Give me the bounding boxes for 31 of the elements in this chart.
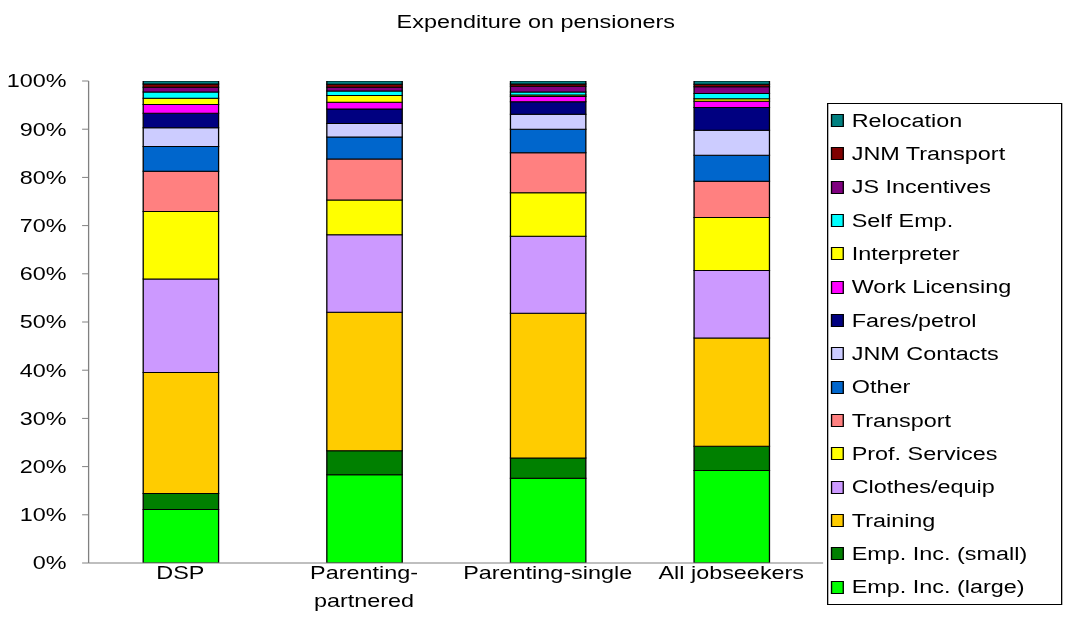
legend-label: Self Emp. [851, 210, 954, 231]
y-tick-label: 0% [32, 553, 67, 573]
legend-label: Training [851, 510, 936, 531]
legend-label: Clothes/equip [851, 477, 995, 498]
x-tick-label: All jobseekers [658, 562, 805, 583]
y-tick-label: 20% [19, 456, 67, 477]
legend-label: JNM Contacts [851, 343, 999, 364]
y-tick-label: 70% [19, 215, 67, 236]
y-tick-label: 50% [19, 312, 67, 332]
legend-label: Fares/petrol [851, 310, 977, 331]
legend-label: Emp. Inc. (large) [851, 577, 1025, 598]
y-tick-label: 100% [6, 71, 67, 91]
legend-label: Relocation [851, 110, 963, 131]
chart-title: Expenditure on pensioners [395, 11, 676, 33]
x-tick-label: Parenting-single [463, 562, 633, 583]
y-tick-label: 30% [19, 408, 67, 429]
x-tick-label: Parenting-partnered [310, 562, 419, 611]
legend-label: Other [851, 377, 911, 398]
y-tick-label: 60% [19, 263, 67, 284]
legend-label: JS Incentives [851, 177, 991, 198]
legend-label: Interpreter [851, 243, 960, 264]
y-tick-label: 10% [19, 504, 67, 525]
legend-label: JNM Transport [851, 143, 1006, 164]
x-tick-label: DSP [156, 562, 205, 583]
legend-label: Emp. Inc. (small) [851, 543, 1028, 564]
y-tick-label: 80% [19, 167, 67, 188]
legend-label: Transport [851, 410, 951, 431]
legend-label: Work Licensing [851, 277, 1012, 298]
y-tick-label: 90% [19, 119, 67, 140]
y-tick-label: 40% [19, 360, 67, 381]
legend-label: Prof. Services [851, 443, 998, 464]
